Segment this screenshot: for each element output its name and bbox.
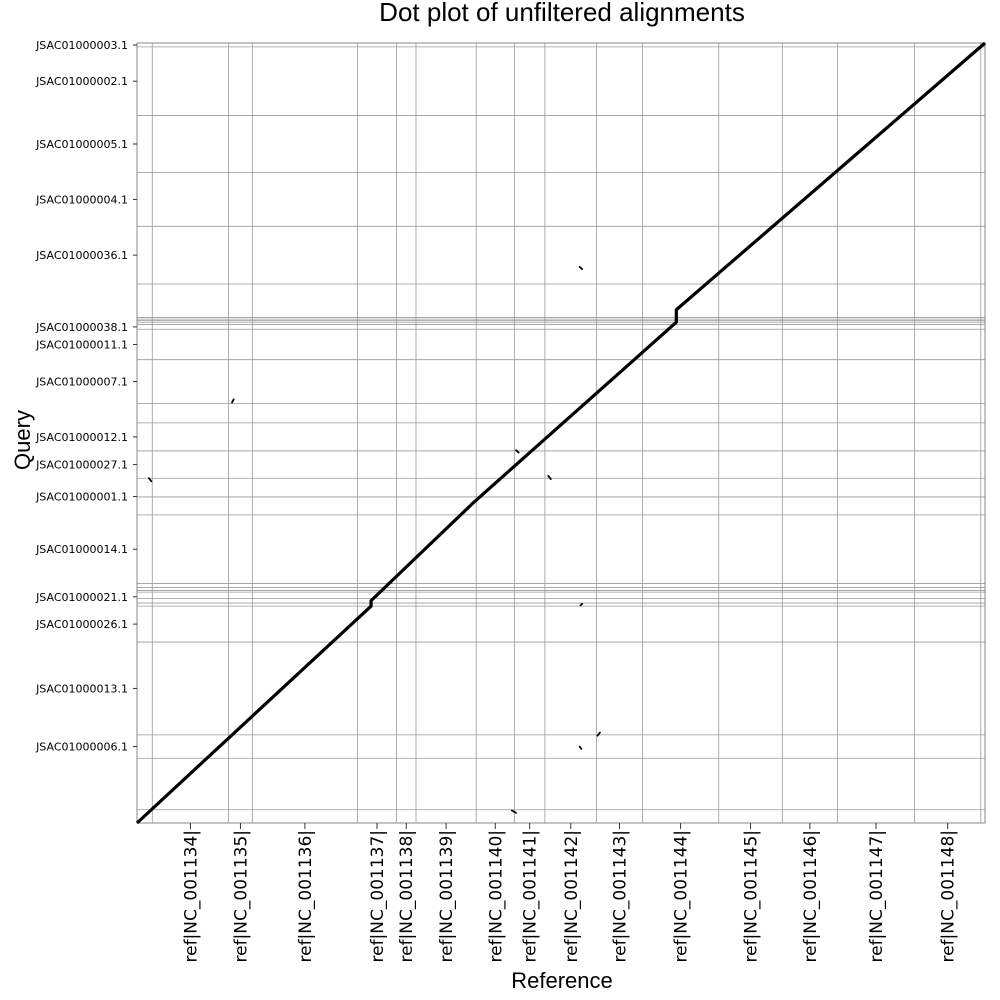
x-tick-label: ref|NC_001144|: [672, 830, 692, 963]
alignment-segment: [510, 809, 517, 814]
y-axis-label: Query: [10, 410, 35, 470]
alignments: [135, 41, 987, 825]
alignment-segment: [147, 477, 153, 483]
y-tick-label: JSAC01000027.1: [35, 459, 128, 472]
alignment-segment: [515, 449, 520, 454]
main-alignment-line: [135, 41, 987, 825]
alignment-segment: [579, 602, 584, 607]
y-tick-label: JSAC01000013.1: [35, 682, 128, 695]
x-tick-label: ref|NC_001148|: [939, 830, 959, 963]
x-tick-label: ref|NC_001147|: [867, 830, 887, 963]
y-tick-label: JSAC01000026.1: [35, 618, 128, 631]
y-tick-label: JSAC01000011.1: [35, 338, 128, 351]
x-tick-label: ref|NC_001143|: [611, 830, 631, 963]
y-tick-label: JSAC01000001.1: [35, 491, 128, 504]
x-tick-label: ref|NC_001141|: [521, 830, 541, 963]
y-tick-label: JSAC01000002.1: [35, 75, 128, 88]
alignment-segment: [596, 731, 601, 737]
chart-title: Dot plot of unfiltered alignments: [379, 0, 745, 27]
y-tick-label: JSAC01000012.1: [35, 431, 128, 444]
x-tick-label: ref|NC_001138|: [397, 830, 417, 963]
x-tick-label: ref|NC_001134|: [181, 830, 201, 963]
y-tick-label: JSAC01000007.1: [35, 376, 128, 389]
x-tick-label: ref|NC_001142|: [562, 830, 582, 963]
y-tick-label: JSAC01000004.1: [35, 193, 128, 206]
x-tick-label: ref|NC_001145|: [742, 830, 762, 963]
y-tick-label: JSAC01000038.1: [35, 321, 128, 334]
y-tick-label: JSAC01000014.1: [35, 543, 128, 556]
x-tick-label: ref|NC_001140|: [486, 830, 506, 963]
x-tick-label: ref|NC_001146|: [801, 830, 821, 963]
grid-lines: [136, 42, 986, 824]
plot-frame: [136, 42, 986, 824]
y-tick-label: JSAC01000005.1: [35, 138, 128, 151]
y-tick-label: JSAC01000006.1: [35, 741, 128, 754]
y-tick-label: JSAC01000021.1: [35, 591, 128, 604]
alignment-segment: [578, 745, 583, 750]
x-tick-label: ref|NC_001135|: [231, 830, 251, 963]
x-tick-label: ref|NC_001136|: [296, 830, 316, 963]
alignment-segment: [578, 265, 584, 271]
x-axis: ref|NC_001134| ref|NC_001135| ref|NC_00113…: [181, 823, 959, 963]
y-tick-label: JSAC01000003.1: [35, 39, 128, 52]
x-tick-label: ref|NC_001139|: [437, 830, 457, 963]
y-tick-label: JSAC01000036.1: [35, 249, 128, 262]
alignment-segment: [547, 474, 552, 480]
alignment-segment: [231, 398, 235, 404]
x-axis-label: Reference: [511, 968, 613, 993]
y-axis: JSAC01000003.1 JSAC01000002.1 JSAC01000005…: [35, 39, 137, 754]
x-tick-label: ref|NC_001137|: [368, 830, 388, 963]
